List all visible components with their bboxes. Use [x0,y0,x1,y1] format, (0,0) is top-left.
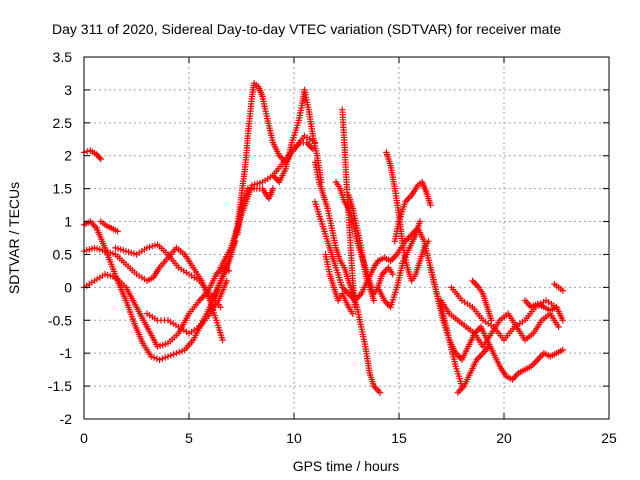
y-tick-label: 1.5 [53,181,73,197]
y-tick-label: 0 [64,279,72,295]
y-axis-label: SDTVAR / TECUs [6,182,22,294]
x-tick-label: 25 [601,430,617,446]
series-arc-g [143,277,230,337]
series-arc-aa [521,297,560,314]
x-tick-label: 5 [185,430,193,446]
y-tick-label: 3 [64,82,72,98]
series-arc-f [112,241,224,311]
x-tick-label: 10 [286,430,302,446]
y-tick-label: -1 [60,345,73,361]
series-markers [374,218,424,311]
series-markers [143,277,230,337]
series-markers [521,297,560,314]
x-tick-label: 15 [391,430,407,446]
axis-ticks: -2 -1.5 -1 -0.5 0 0.5 1 1.5 2 2.5 3 3.5 0 5 10 15 20 25 [48,49,617,446]
data-points [80,80,566,396]
series-arc-c [97,218,121,235]
series-arc-n [322,251,356,317]
series-arc-bb [551,280,566,294]
series-arc-s [391,178,434,245]
y-tick-label: 0.5 [53,246,73,262]
series-markers [97,218,121,235]
series-arc-l [311,159,384,396]
series-markers [311,159,384,396]
y-tick-label: -0.5 [48,312,72,328]
series-markers [112,241,224,311]
y-tick-label: 2.5 [53,115,73,131]
series-arc-y [469,277,495,324]
series-arc-q [339,106,359,311]
x-axis-label: GPS time / hours [293,458,400,474]
series-arc-u [374,218,424,311]
plot-frame [83,56,610,420]
series-markers [339,106,359,311]
series-markers [551,280,566,294]
series-markers [469,277,495,324]
series-markers [269,86,325,186]
y-tick-label: 3.5 [53,49,73,65]
series-arc-z [454,343,493,396]
y-tick-label: -2 [60,411,73,427]
series-markers [322,251,356,317]
y-tick-label: -1.5 [48,378,72,394]
y-tick-label: 2 [64,148,72,164]
x-tick-label: 0 [80,430,88,446]
series-markers [454,343,493,396]
series-arc-k [269,86,325,186]
y-tick-label: 1 [64,214,72,230]
series-markers [391,178,434,245]
chart-title: Day 311 of 2020, Sidereal Day-to-day VTE… [52,21,561,37]
x-tick-label: 20 [496,430,512,446]
